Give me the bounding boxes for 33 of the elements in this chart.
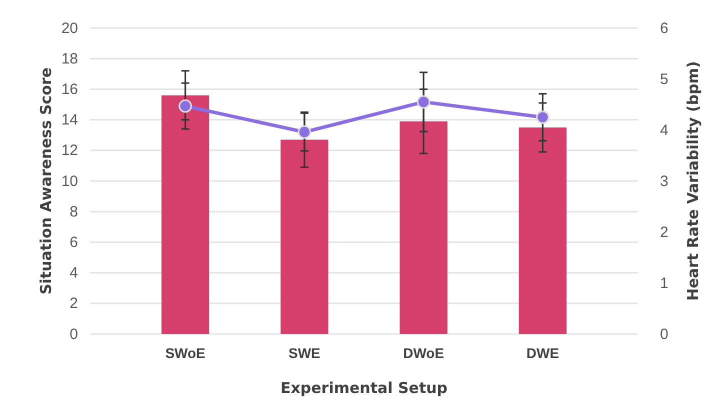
x-tick-label: SWE [288, 344, 320, 361]
x-tick-label: DWoE [403, 344, 444, 361]
y-tick-label: 16 [61, 81, 78, 98]
y2-tick-label: 3 [660, 172, 668, 190]
y-tick-label: 20 [61, 20, 78, 37]
bar [400, 121, 448, 334]
x-axis-title: Experimental Setup [280, 379, 448, 397]
bar [280, 140, 328, 334]
y2-tick-label: 5 [660, 70, 668, 88]
bar [161, 95, 210, 334]
y2-tick-label: 2 [660, 224, 668, 241]
point [536, 110, 550, 124]
point [298, 125, 312, 139]
y-tick-label: 10 [61, 172, 78, 190]
y2-tick-label: 1 [660, 274, 668, 292]
point [416, 95, 430, 109]
y-tick-label: 8 [70, 203, 78, 220]
point [178, 99, 192, 113]
y2-tick-label: 4 [660, 122, 668, 139]
y-tick-label: 0 [70, 326, 78, 343]
y2-axis-title: Heart Rate Variability (bpm) [684, 61, 702, 301]
y-tick-label: 6 [70, 234, 78, 251]
bar [518, 127, 567, 334]
y2-tick-label: 6 [660, 20, 668, 37]
y-tick-label: 4 [70, 264, 78, 282]
y-tick-label: 14 [61, 112, 78, 129]
y-tick-label: 12 [61, 142, 78, 160]
x-tick-label: DWE [526, 344, 560, 361]
y-axis-title: Situation Awareness Score [37, 67, 55, 295]
y-tick-label: 2 [70, 295, 78, 312]
x-tick-label: SWoE [165, 344, 206, 361]
y2-tick-label: 0 [660, 326, 668, 343]
y-tick-label: 18 [61, 50, 78, 68]
